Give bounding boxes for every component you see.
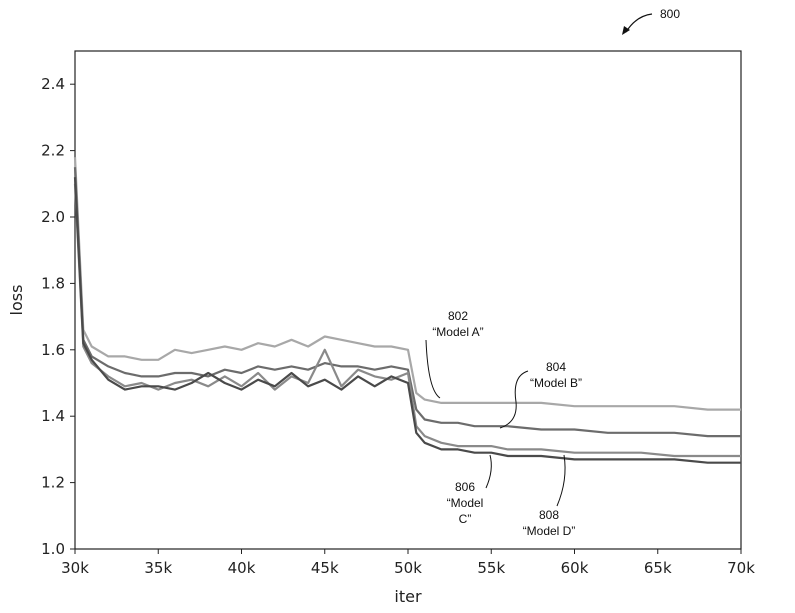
series-line-2 — [75, 167, 741, 436]
annotation-806-label-line1: “Model — [447, 496, 484, 510]
ticks-layer: 30k 35k 40k 45k 50k 55k 60k 65k 70k 1.0 1.2 1.4 1.6 1… — [41, 75, 755, 577]
annotation-804-leader — [500, 371, 528, 428]
x-tick-label: 65k — [644, 559, 672, 577]
y-tick-label: 1.6 — [41, 341, 65, 359]
annotation-808-label: “Model D” — [523, 524, 576, 538]
annotation-model-a: 802 “Model A” — [426, 309, 484, 398]
y-tick-label: 2.0 — [41, 208, 65, 226]
x-tick-label: 35k — [144, 559, 172, 577]
x-tick-label: 55k — [477, 559, 505, 577]
annotation-802-label: “Model A” — [432, 325, 483, 339]
figure-ref-number: 800 — [660, 7, 680, 21]
y-tick-label: 2.4 — [41, 75, 65, 93]
x-tick-label: 60k — [561, 559, 589, 577]
annotation-806-ref: 806 — [455, 480, 475, 494]
x-tick-label: 50k — [394, 559, 422, 577]
y-tick-label: 2.2 — [41, 142, 65, 160]
series-layer — [75, 157, 741, 463]
annotation-802-ref: 802 — [448, 309, 468, 323]
annotation-804-label: “Model B” — [530, 376, 582, 390]
annotation-model-b: 804 “Model B” — [500, 360, 582, 428]
figure-ref-arrow-line — [626, 14, 652, 32]
x-tick-label: 45k — [311, 559, 339, 577]
plot-frame — [75, 51, 741, 549]
annotation-model-d: 808 “Model D” — [523, 455, 576, 538]
annotation-806-label-line2: C” — [459, 512, 472, 526]
x-axis-title: iter — [394, 587, 422, 606]
series-line-4 — [75, 177, 741, 463]
annotation-806-leader — [486, 455, 491, 488]
annotation-model-c: 806 “Model C” — [447, 455, 492, 526]
y-tick-label: 1.2 — [41, 474, 65, 492]
x-tick-label: 30k — [61, 559, 89, 577]
annotation-804-ref: 804 — [546, 360, 566, 374]
x-tick-label: 70k — [727, 559, 755, 577]
y-tick-label: 1.0 — [41, 540, 65, 558]
y-tick-label: 1.4 — [41, 407, 65, 425]
series-line-3 — [75, 184, 741, 456]
annotation-802-leader — [426, 340, 440, 398]
annotation-808-ref: 808 — [539, 508, 559, 522]
annotation-808-leader — [557, 455, 565, 506]
y-axis-title: loss — [7, 285, 26, 316]
x-tick-label: 40k — [228, 559, 256, 577]
y-tick-label: 1.8 — [41, 274, 65, 292]
